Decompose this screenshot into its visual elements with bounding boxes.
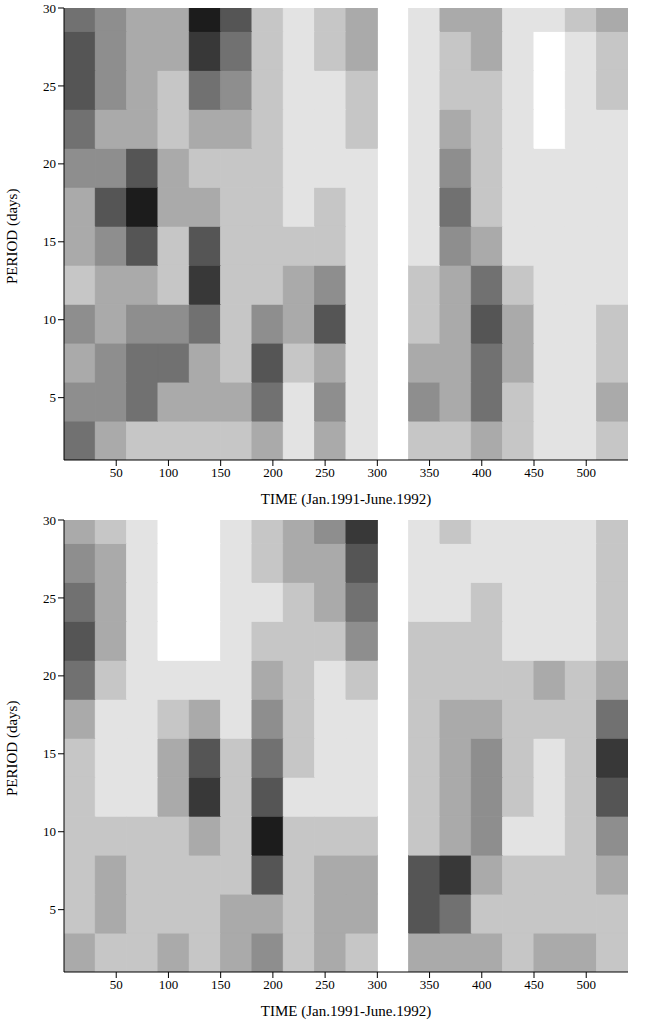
svg-text:30: 30 [43, 1, 56, 16]
svg-text:20: 20 [43, 668, 56, 683]
svg-text:400: 400 [472, 465, 492, 480]
svg-text:5: 5 [50, 390, 57, 405]
svg-text:100: 100 [159, 465, 179, 480]
svg-text:300: 300 [368, 465, 388, 480]
svg-text:350: 350 [420, 977, 440, 992]
svg-text:350: 350 [420, 465, 440, 480]
svg-text:20: 20 [43, 156, 56, 171]
svg-text:450: 450 [524, 465, 544, 480]
svg-text:10: 10 [43, 824, 56, 839]
svg-text:450: 450 [524, 977, 544, 992]
svg-text:300: 300 [368, 977, 388, 992]
svg-text:15: 15 [43, 746, 56, 761]
svg-text:PERIOD (days): PERIOD (days) [4, 701, 21, 796]
svg-text:5: 5 [50, 902, 57, 917]
svg-text:30: 30 [43, 513, 56, 528]
svg-text:250: 250 [315, 465, 335, 480]
svg-text:250: 250 [315, 977, 335, 992]
svg-text:400: 400 [472, 977, 492, 992]
svg-text:200: 200 [263, 977, 283, 992]
svg-text:100: 100 [159, 977, 179, 992]
svg-text:150: 150 [211, 977, 231, 992]
svg-text:50: 50 [110, 977, 123, 992]
svg-text:TIME (Jan.1991-June.1992): TIME (Jan.1991-June.1992) [261, 491, 431, 508]
svg-text:500: 500 [576, 465, 596, 480]
svg-text:25: 25 [43, 591, 56, 606]
svg-text:50: 50 [110, 465, 123, 480]
svg-text:150: 150 [211, 465, 231, 480]
svg-text:500: 500 [576, 977, 596, 992]
svg-text:200: 200 [263, 465, 283, 480]
svg-text:15: 15 [43, 234, 56, 249]
svg-text:PERIOD (days): PERIOD (days) [4, 189, 21, 284]
svg-text:10: 10 [43, 312, 56, 327]
svg-text:25: 25 [43, 79, 56, 94]
svg-text:TIME (Jan.1991-June.1992): TIME (Jan.1991-June.1992) [261, 1003, 431, 1020]
